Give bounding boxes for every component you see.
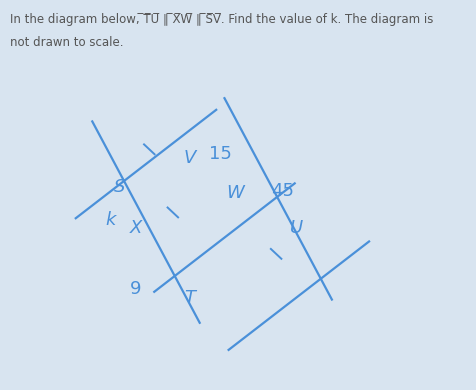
Text: k: k xyxy=(106,211,116,229)
Text: T: T xyxy=(183,289,195,307)
Text: not drawn to scale.: not drawn to scale. xyxy=(10,36,123,49)
Text: V: V xyxy=(183,149,195,167)
Text: S: S xyxy=(113,178,125,196)
Text: X: X xyxy=(129,219,141,237)
Text: U: U xyxy=(289,219,303,237)
Text: 15: 15 xyxy=(208,145,231,163)
Text: W: W xyxy=(226,184,243,202)
Text: 45: 45 xyxy=(270,182,293,200)
Text: 9: 9 xyxy=(129,280,141,298)
Text: In the diagram below, ̅T̅̅U̅ ∥ ̅X̅̅W̅ ∥ ̅S̅̅V̅. Find the value of k. The diagram: In the diagram below, ̅T̅̅U̅ ∥ ̅X̅̅W̅ ∥ … xyxy=(10,13,432,26)
